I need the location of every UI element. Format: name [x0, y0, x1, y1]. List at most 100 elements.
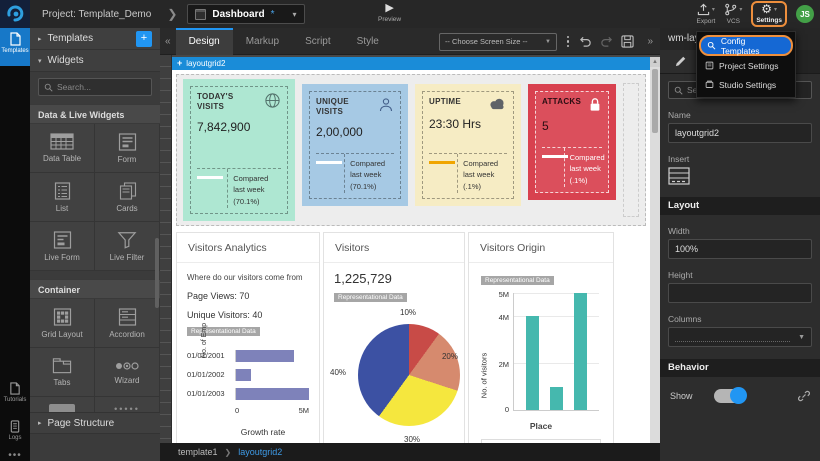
edit-tab[interactable] [660, 50, 700, 73]
width-field[interactable] [668, 239, 812, 259]
tabs-icon [52, 358, 72, 374]
stat-card-unique-visits[interactable]: UNIQUE VISITS 2,00,000 Compared last wee… [302, 84, 408, 206]
undo-icon[interactable] [579, 35, 592, 48]
tab-markup[interactable]: Markup [245, 35, 280, 47]
redo-icon[interactable] [600, 35, 613, 48]
widget-tile-grid-layout[interactable]: Grid Layout [30, 299, 95, 348]
bind-link-icon[interactable] [798, 390, 810, 402]
representational-data-badge: Representational Data [187, 327, 260, 336]
plot-area [513, 293, 599, 411]
visitors-analytics-panel[interactable]: Visitors Analytics Where do our visitors… [176, 232, 320, 443]
selected-widget-bar[interactable]: + layoutgrid2 [172, 57, 650, 70]
menu-item-studio-settings[interactable]: Studio Settings [699, 75, 793, 94]
stat-card-todays-visits[interactable]: TODAY'S VISITS 7,842,900 Compared last w… [183, 79, 295, 221]
trend-bar [429, 161, 455, 164]
card-value: 5 [542, 119, 549, 133]
widget-tile-accordion[interactable]: Accordion [95, 299, 160, 348]
breadcrumb-layoutgrid2[interactable]: layoutgrid2 [238, 447, 283, 457]
widget-grid-container: Grid Layout Accordion Tabs Wizard [30, 299, 160, 397]
breadcrumb-bar: template1 ❯ layoutgrid2 [160, 443, 660, 461]
user-avatar[interactable]: JS [796, 5, 814, 23]
chevron-right-icon: ▸ [38, 35, 42, 43]
insert-row-icon[interactable] [668, 167, 690, 185]
export-button[interactable]: ▾ Export [697, 3, 715, 25]
widget-tile-tabs[interactable]: Tabs [30, 348, 95, 397]
name-field[interactable] [668, 123, 812, 143]
widget-tile-live-filter[interactable]: Live Filter [95, 222, 160, 271]
card-caption: Compared last week (.1%) [457, 154, 507, 193]
more-options-icon[interactable] [565, 35, 572, 48]
page-selector[interactable]: Dashboard * ▾ [187, 4, 305, 24]
trend-bar [542, 155, 568, 158]
stat-card-attacks[interactable]: ATTACKS 5 Compared last week (.1%) [528, 84, 616, 200]
panel-title: Visitors Origin [469, 233, 613, 263]
collapse-left-panel-icon[interactable]: « [165, 35, 171, 47]
widgets-section-header[interactable]: ▾ Widgets [30, 50, 160, 72]
templates-section-header[interactable]: ▸ Templates + [30, 28, 160, 50]
rail-logs-label: Logs [8, 435, 22, 441]
widget-label: Live Filter [109, 252, 145, 262]
page-structure-header[interactable]: ▸ Page Structure [30, 412, 160, 434]
play-icon: ▶ [385, 2, 394, 14]
screen-size-select[interactable]: -- Choose Screen Size -- ▼ [438, 32, 557, 51]
y-axis-ticks: 5M 4M 2M 0 [489, 290, 513, 414]
card-value: 23:30 Hrs [429, 117, 482, 131]
empty-value-line [675, 332, 791, 342]
stat-card-uptime[interactable]: UPTIME 23:30 Hrs Compared last [415, 84, 521, 206]
design-canvas[interactable]: + layoutgrid2 TODAY'S VISITS [172, 57, 650, 443]
visitors-origin-panel[interactable]: Visitors Origin Representational Data No… [468, 232, 614, 443]
rail-item-templates[interactable]: Templates [0, 28, 30, 66]
rail-more-button[interactable]: ••• [8, 450, 22, 461]
representational-data-badge: Representational Data [334, 293, 407, 302]
save-icon[interactable] [621, 35, 635, 48]
tutorials-icon [10, 382, 20, 395]
scrollbar-thumb[interactable] [652, 69, 658, 133]
menu-item-config-templates[interactable]: Config Templates [699, 35, 793, 56]
widget-tile-data-table[interactable]: Data Table [30, 124, 95, 173]
preview-button[interactable]: ▶ Preview [378, 2, 401, 24]
tab-style[interactable]: Style [356, 35, 379, 47]
add-template-button[interactable]: + [136, 30, 152, 47]
live-filter-icon [117, 231, 137, 249]
show-toggle[interactable] [714, 387, 747, 404]
panel-scrollbar[interactable] [155, 238, 159, 308]
pencil-icon [675, 56, 685, 67]
widget-tile-cards[interactable]: Cards [95, 173, 160, 222]
canvas-scrollbar[interactable]: ▲ [650, 57, 660, 443]
expand-right-panel-icon[interactable]: » [647, 36, 653, 47]
columns-select[interactable]: ▼ [668, 327, 812, 347]
accordion-icon [118, 307, 136, 326]
settings-button[interactable]: ⚙ ▾ Settings [751, 1, 787, 27]
app-logo[interactable] [0, 0, 30, 28]
rail-item-logs[interactable]: Logs [0, 416, 30, 441]
widget-tile-live-form[interactable]: Live Form [30, 222, 95, 271]
tab-script[interactable]: Script [305, 35, 331, 47]
vertical-ruler [160, 55, 172, 443]
vcs-button[interactable]: ▾ VCS [724, 3, 742, 25]
card-value: 7,842,900 [197, 119, 251, 134]
card-value: 2,00,000 [316, 124, 363, 139]
scroll-up-icon[interactable]: ▲ [650, 57, 660, 67]
menu-item-project-settings[interactable]: Project Settings [699, 56, 793, 75]
show-property-row: Show [670, 387, 810, 404]
rail-templates-label: Templates [1, 48, 29, 54]
visitors-panel[interactable]: Visitors 1,225,729 Representational Data… [323, 232, 465, 443]
behavior-section-header[interactable]: Behavior [660, 359, 820, 377]
layout-section-header[interactable]: Layout [660, 197, 820, 215]
widget-tile-wizard[interactable]: Wizard [95, 348, 160, 397]
widget-tile-partial[interactable]: ••••• [95, 397, 160, 412]
breadcrumb-template1[interactable]: template1 [178, 447, 218, 457]
tab-design[interactable]: Design [175, 27, 233, 55]
rail-item-tutorials[interactable]: Tutorials [0, 378, 30, 403]
widget-tile-partial[interactable] [30, 397, 95, 412]
widget-label: Live Form [44, 252, 80, 262]
move-icon: + [177, 58, 183, 68]
widget-tile-list[interactable]: List [30, 173, 95, 222]
search-icon [674, 86, 683, 95]
widgets-header-label: Widgets [47, 55, 84, 66]
visitors-pie-chart [358, 324, 460, 426]
height-field[interactable] [668, 283, 812, 303]
widget-search-input[interactable] [57, 82, 146, 92]
widget-tile-form[interactable]: Form [95, 124, 160, 173]
top-bar: Project: Template_Demo ❯ Dashboard * ▾ ▶… [0, 0, 820, 28]
